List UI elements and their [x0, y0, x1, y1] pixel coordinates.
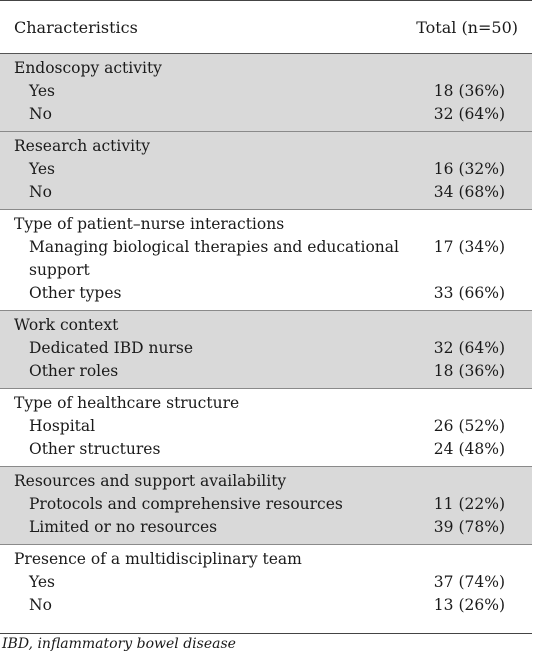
row-label: No — [29, 105, 52, 123]
row-value: 33 (66%) — [433, 284, 505, 302]
table-header: Characteristics Total (n=50) — [0, 1, 532, 54]
table-row: Dedicated IBD nurse 32 (64%) — [0, 337, 532, 360]
row-value: 13 (26%) — [433, 596, 505, 614]
row-value: 18 (36%) — [433, 82, 505, 100]
header-total: Total (n=50) — [416, 17, 518, 37]
row-value: 17 (34%) — [433, 238, 505, 256]
row-label: Yes — [29, 573, 56, 591]
table-row: Hospital 26 (52%) — [0, 415, 532, 438]
row-label: Protocols and comprehensive resources — [29, 495, 343, 513]
row-value: 18 (36%) — [433, 362, 505, 380]
row-value: 34 (68%) — [433, 183, 505, 201]
row-label: Hospital — [29, 417, 96, 435]
group-healthcare-structure: Type of healthcare structure Hospital 26… — [0, 389, 532, 467]
group-patient-nurse-interactions: Type of patient–nurse interactions Manag… — [0, 210, 532, 311]
row-value: 24 (48%) — [433, 440, 505, 458]
row-label: Other types — [29, 284, 122, 302]
table-row: No 32 (64%) — [0, 103, 532, 126]
row-value: 32 (64%) — [433, 339, 505, 357]
row-label: Limited or no resources — [29, 518, 218, 536]
group-research-activity: Research activity Yes 16 (32%) No 34 (68… — [0, 132, 532, 210]
row-label: Dedicated IBD nurse — [29, 339, 194, 357]
row-label: No — [29, 183, 52, 201]
table-row: Yes 18 (36%) — [0, 80, 532, 103]
group-title: Type of healthcare structure — [14, 394, 240, 412]
bottom-rule — [0, 633, 532, 634]
header-characteristics: Characteristics — [14, 17, 138, 37]
group-title: Resources and support availability — [14, 472, 287, 490]
table-row: Yes 16 (32%) — [0, 158, 532, 181]
row-value: 16 (32%) — [433, 160, 505, 178]
group-title: Presence of a multidisciplinary team — [14, 550, 302, 568]
table-row: Other structures 24 (48%) — [0, 438, 532, 461]
group-resources-support: Resources and support availability Proto… — [0, 467, 532, 545]
table-row: Protocols and comprehensive resources 11… — [0, 493, 532, 516]
group-title: Work context — [14, 316, 119, 334]
row-label: Other roles — [29, 362, 119, 380]
group-multidisciplinary-team: Presence of a multidisciplinary team Yes… — [0, 545, 532, 622]
table-row: Other types 33 (66%) — [0, 282, 532, 305]
table-row: Yes 37 (74%) — [0, 571, 532, 594]
table-footnote: IBD, inflammatory bowel disease — [2, 636, 236, 652]
row-value: 32 (64%) — [433, 105, 505, 123]
row-value: 11 (22%) — [433, 495, 505, 513]
row-label: No — [29, 596, 52, 614]
row-label: Managing biological therapies and educat… — [29, 238, 399, 279]
group-title: Type of patient–nurse interactions — [14, 215, 285, 233]
table-row: Limited or no resources 39 (78%) — [0, 516, 532, 539]
group-title: Research activity — [14, 137, 151, 155]
row-value: 37 (74%) — [433, 573, 505, 591]
table-row: Other roles 18 (36%) — [0, 360, 532, 383]
table-row: No 34 (68%) — [0, 181, 532, 204]
characteristics-table: Characteristics Total (n=50) Endoscopy a… — [0, 0, 532, 622]
table-row: Managing biological therapies and educat… — [0, 236, 532, 282]
row-value: 26 (52%) — [433, 417, 505, 435]
row-label: Yes — [29, 82, 56, 100]
group-endoscopy-activity: Endoscopy activity Yes 18 (36%) No 32 (6… — [0, 54, 532, 132]
group-title: Endoscopy activity — [14, 59, 162, 77]
row-label: Yes — [29, 160, 56, 178]
group-work-context: Work context Dedicated IBD nurse 32 (64%… — [0, 311, 532, 389]
table-row: No 13 (26%) — [0, 594, 532, 617]
row-value: 39 (78%) — [433, 518, 505, 536]
row-label: Other structures — [29, 440, 161, 458]
